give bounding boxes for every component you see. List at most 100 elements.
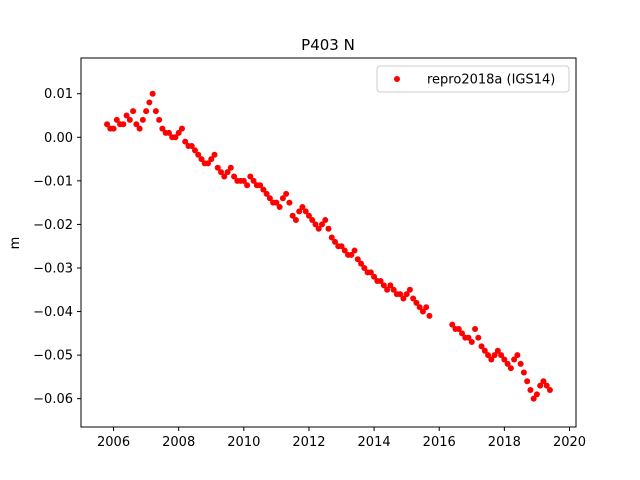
y-tick-label: −0.06 bbox=[33, 392, 73, 407]
data-point bbox=[348, 251, 355, 258]
data-point bbox=[358, 260, 365, 267]
data-point bbox=[149, 90, 156, 97]
data-point bbox=[423, 304, 430, 311]
data-point bbox=[146, 99, 153, 106]
data-point bbox=[416, 304, 423, 311]
data-point bbox=[312, 221, 319, 228]
x-tick-label: 2014 bbox=[358, 435, 391, 450]
data-point bbox=[198, 156, 205, 163]
data-point bbox=[224, 169, 231, 176]
x-tick-label: 2018 bbox=[488, 435, 521, 450]
data-point bbox=[247, 173, 254, 180]
data-point bbox=[410, 295, 417, 302]
data-point bbox=[520, 369, 527, 376]
data-point bbox=[390, 286, 397, 293]
data-point bbox=[419, 308, 426, 315]
data-point bbox=[478, 343, 485, 350]
data-point bbox=[240, 177, 247, 184]
data-point bbox=[211, 151, 218, 158]
data-point bbox=[221, 173, 228, 180]
data-point bbox=[338, 243, 345, 250]
y-tick-label: −0.04 bbox=[33, 305, 73, 320]
data-point bbox=[387, 282, 394, 289]
data-point bbox=[178, 125, 185, 132]
data-point bbox=[426, 312, 433, 319]
data-point bbox=[397, 291, 404, 298]
data-point bbox=[511, 356, 518, 363]
data-point bbox=[488, 356, 495, 363]
data-point bbox=[540, 378, 547, 385]
data-point bbox=[126, 116, 133, 123]
data-point bbox=[455, 325, 462, 332]
data-points bbox=[104, 90, 553, 402]
data-point bbox=[110, 125, 117, 132]
data-point bbox=[296, 208, 303, 215]
data-point bbox=[286, 199, 293, 206]
data-point bbox=[130, 108, 137, 115]
data-point bbox=[244, 182, 251, 189]
data-point bbox=[113, 116, 120, 123]
y-tick-label: −0.03 bbox=[33, 261, 73, 276]
data-point bbox=[152, 108, 159, 115]
data-point bbox=[537, 382, 544, 389]
data-point bbox=[208, 156, 215, 163]
data-point bbox=[120, 121, 127, 128]
data-point bbox=[468, 339, 475, 346]
y-tick-label: 0.01 bbox=[44, 87, 73, 102]
y-axis-label: m bbox=[8, 237, 23, 250]
data-point bbox=[533, 391, 540, 398]
data-point bbox=[507, 365, 514, 372]
data-point bbox=[332, 238, 339, 245]
y-tick-label: −0.01 bbox=[33, 174, 73, 189]
x-tick-label: 2020 bbox=[553, 435, 586, 450]
data-point bbox=[309, 217, 316, 224]
data-point bbox=[302, 208, 309, 215]
data-point bbox=[384, 286, 391, 293]
data-point bbox=[299, 203, 306, 210]
x-tick-label: 2010 bbox=[227, 435, 260, 450]
y-tick-label: −0.05 bbox=[33, 349, 73, 364]
data-point bbox=[328, 234, 335, 241]
legend: repro2018a (IGS14) bbox=[376, 65, 570, 93]
data-point bbox=[361, 264, 368, 271]
data-point bbox=[205, 160, 212, 167]
data-point bbox=[289, 212, 296, 219]
data-point bbox=[475, 334, 482, 341]
y-tick-label: 0.00 bbox=[44, 131, 73, 146]
data-point bbox=[380, 282, 387, 289]
data-point bbox=[257, 182, 264, 189]
data-point bbox=[250, 177, 257, 184]
data-point bbox=[315, 225, 322, 232]
data-point bbox=[481, 347, 488, 354]
data-point bbox=[104, 121, 111, 128]
data-point bbox=[400, 295, 407, 302]
x-tick-label: 2012 bbox=[292, 435, 325, 450]
data-point bbox=[175, 129, 182, 136]
data-point bbox=[377, 278, 384, 285]
y-axis-ticks: 0.01 0.00 −0.01 −0.02 −0.03 −0.04 −0.05 −0.06 bbox=[33, 87, 81, 407]
chart-title: P403 N bbox=[301, 36, 355, 54]
legend-box bbox=[376, 65, 570, 93]
data-point bbox=[165, 129, 172, 136]
data-point bbox=[283, 190, 290, 197]
x-axis-ticks: 2006 2008 2010 2012 2014 2016 2018 2020 bbox=[97, 427, 586, 450]
data-point bbox=[325, 225, 332, 232]
data-point bbox=[341, 247, 348, 254]
data-point bbox=[517, 360, 524, 367]
data-point bbox=[406, 286, 413, 293]
data-point bbox=[498, 352, 505, 359]
data-point bbox=[214, 164, 221, 171]
data-point bbox=[139, 116, 146, 123]
y-tick-label: −0.02 bbox=[33, 218, 73, 233]
data-point bbox=[156, 116, 163, 123]
data-point bbox=[546, 386, 553, 393]
data-point bbox=[351, 247, 358, 254]
data-point bbox=[279, 195, 286, 202]
data-point bbox=[133, 121, 140, 128]
x-tick-label: 2006 bbox=[97, 435, 130, 450]
data-point bbox=[465, 334, 472, 341]
data-point bbox=[273, 199, 280, 206]
data-point bbox=[292, 217, 299, 224]
data-point bbox=[514, 352, 521, 359]
